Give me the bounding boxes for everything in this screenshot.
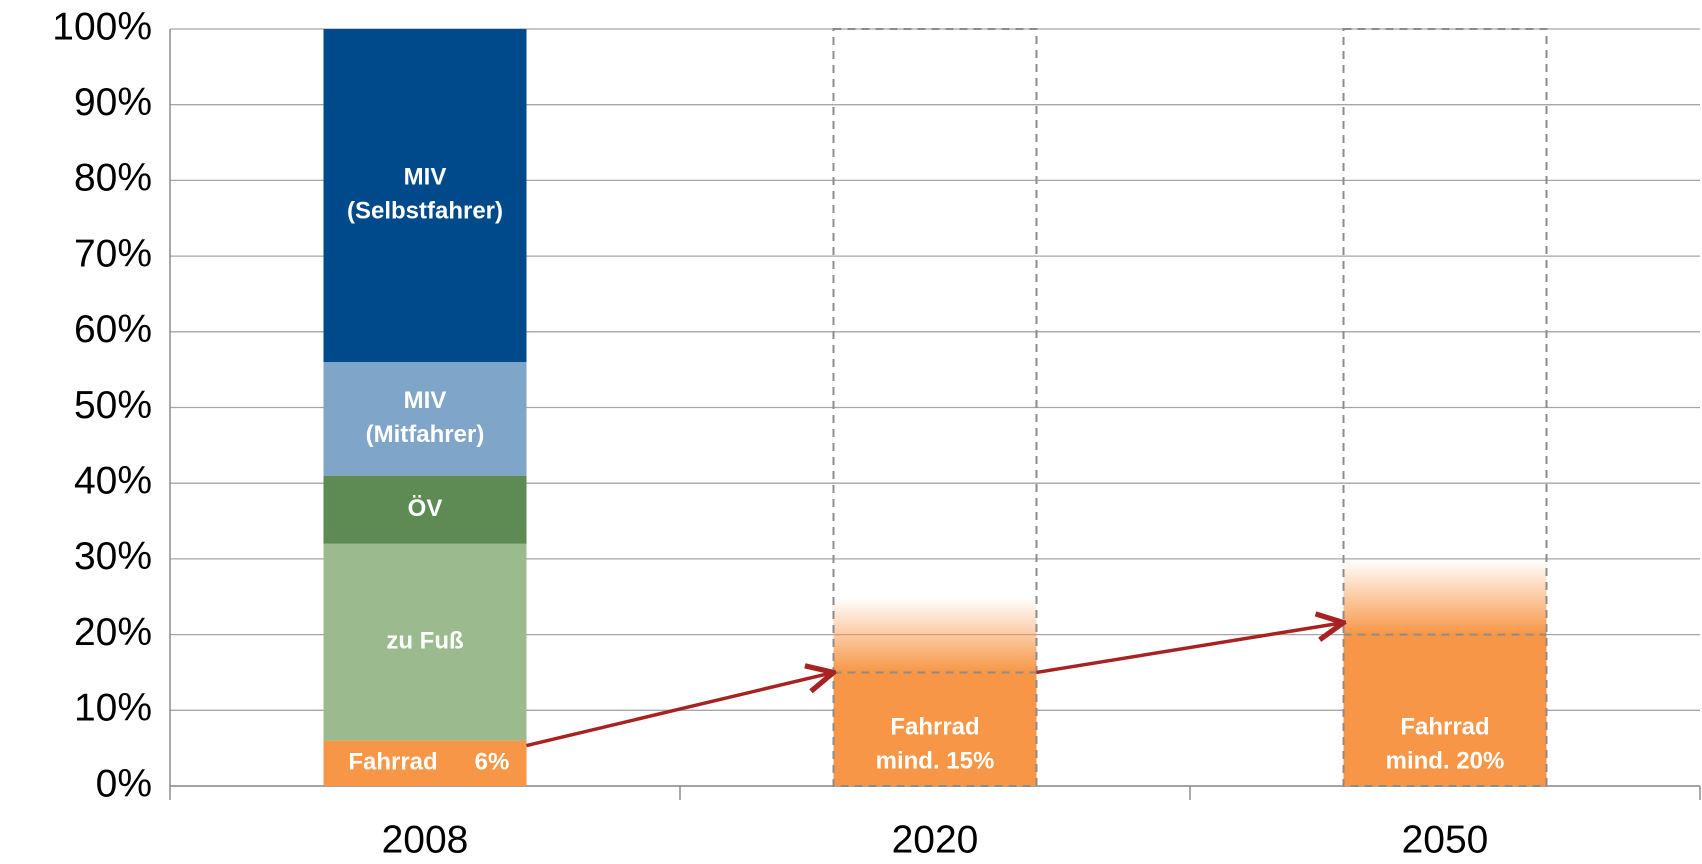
y-tick-label: 0% — [96, 762, 152, 805]
data-label: Fahrrad — [348, 749, 437, 776]
x-tick-label: 2020 — [892, 818, 979, 861]
data-label: mind. 20% — [1386, 747, 1505, 774]
y-tick-label: 10% — [74, 687, 152, 730]
target-outline — [832, 28, 1038, 787]
data-label: ÖV — [408, 495, 443, 522]
bar-segment — [1343, 634, 1547, 786]
x-tick-label: 2008 — [382, 818, 469, 861]
bar-segment — [323, 740, 527, 786]
data-label: Fahrrad — [890, 713, 979, 740]
y-tick-label: 40% — [74, 459, 152, 502]
y-tick-label: 50% — [74, 384, 152, 427]
data-label: MIV (Mitfahrer) — [366, 387, 485, 448]
bar-segment — [833, 672, 1037, 786]
trend-arrow — [526, 672, 834, 748]
target-outline — [1342, 28, 1548, 787]
data-label: MIV (Selbstfahrer) — [347, 164, 503, 225]
fade — [1343, 559, 1547, 635]
y-tick-label: 100% — [52, 5, 152, 48]
data-label: zu Fuß — [386, 628, 463, 655]
bar-segment — [323, 362, 527, 476]
data-label: Fahrrad — [1400, 713, 1489, 740]
x-tick-label: 2050 — [1402, 818, 1489, 861]
y-tick-label: 20% — [74, 611, 152, 654]
data-label: 6% — [475, 749, 510, 776]
trend-arrow — [1036, 623, 1344, 675]
y-tick-label: 70% — [74, 232, 152, 275]
bar-segment — [323, 29, 527, 363]
y-tick-label: 80% — [74, 157, 152, 200]
y-tick-label: 30% — [74, 535, 152, 578]
bar-segment — [323, 543, 527, 741]
y-tick-label: 90% — [74, 81, 152, 124]
y-tick-label: 60% — [74, 308, 152, 351]
bar-segment — [323, 475, 527, 544]
data-label: mind. 15% — [876, 747, 995, 774]
fade — [833, 597, 1037, 673]
